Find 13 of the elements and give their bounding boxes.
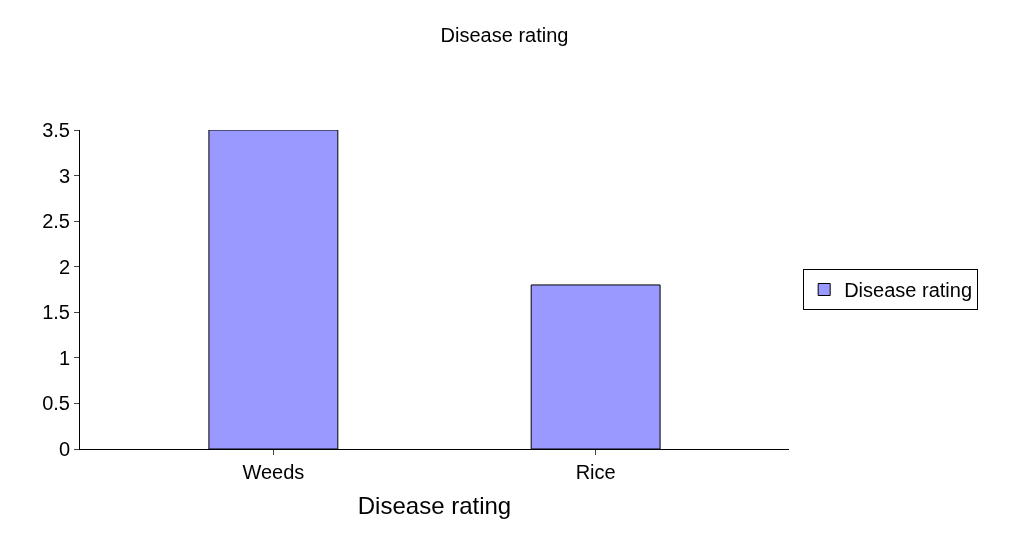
y-tick-label: 1 [58,346,70,369]
x-axis-title: Disease rating [357,492,512,520]
y-tick-label: 3 [58,164,70,187]
y-tick-label: 0 [58,438,70,460]
legend-label: Disease rating [844,279,973,302]
y-tick-label: 2.5 [42,210,70,233]
x-tick-label: Rice [575,461,616,483]
x-tick-label: Weeds [242,461,305,483]
y-tick-label: 2 [58,255,70,278]
y-tick-label: 3.5 [42,119,70,141]
chart-title: Disease rating [440,23,569,46]
y-tick-label: 1.5 [42,301,70,324]
y-tick-label: 0.5 [42,392,70,415]
